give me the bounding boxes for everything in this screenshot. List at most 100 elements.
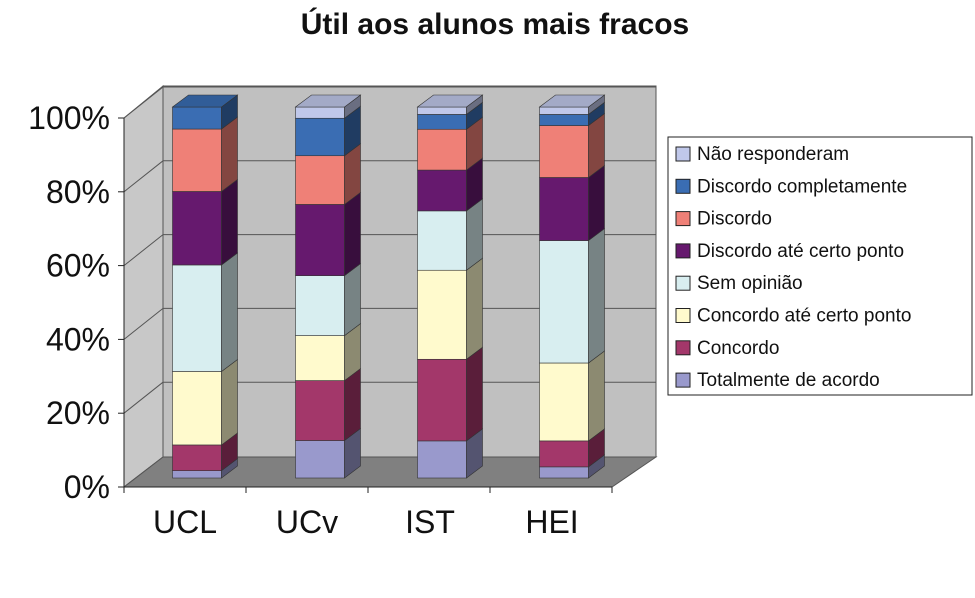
bar-segment	[539, 112, 605, 179]
bar-front	[172, 371, 222, 446]
x-tick-label: IST	[405, 504, 455, 540]
bar-segment	[539, 227, 605, 364]
bar-segment	[295, 427, 361, 479]
bar-segment	[417, 346, 483, 442]
bar-front	[539, 440, 589, 468]
y-tick-label: 20%	[46, 395, 110, 431]
bar-front	[172, 444, 222, 471]
bar-front	[295, 335, 345, 381]
bar-front	[172, 191, 222, 266]
bar-segment	[539, 350, 605, 442]
gridline-side	[123, 160, 164, 193]
legend-item: Discordo completamente	[675, 176, 907, 197]
bar-front	[539, 106, 589, 115]
bar-front	[539, 125, 589, 178]
bar-front	[295, 204, 345, 276]
bar-segment	[417, 157, 483, 212]
bar-side	[588, 164, 605, 242]
legend-label: Discordo completamente	[697, 176, 907, 197]
bar-top	[538, 94, 606, 108]
bar-front	[295, 155, 345, 205]
legend-label: Não responderam	[697, 144, 849, 165]
bar-front	[539, 240, 589, 364]
bar-side	[221, 252, 238, 373]
y-tick-label: 80%	[46, 174, 110, 210]
x-tick-label: UCv	[276, 504, 338, 540]
legend-swatch	[675, 340, 691, 356]
bar-side	[466, 346, 483, 442]
gridline-side	[123, 381, 164, 414]
legend-label: Concordo	[697, 338, 779, 359]
bar-segment	[295, 143, 361, 206]
bar-segment	[417, 257, 483, 360]
bar-front	[417, 128, 467, 171]
bar-front	[172, 106, 222, 130]
x-tick-label: UCL	[153, 504, 217, 540]
gridline-side	[123, 86, 164, 119]
bar-front	[417, 358, 467, 442]
bar-side	[221, 358, 238, 446]
y-tick-label: 60%	[46, 248, 110, 284]
legend-swatch	[675, 211, 691, 227]
bar-front	[539, 466, 589, 479]
legend-item: Concordo	[675, 338, 779, 359]
bar-side	[221, 116, 238, 193]
legend: Não responderam Discordo completamente Dis…	[675, 144, 911, 391]
bar-side	[466, 198, 483, 271]
bar-segment	[417, 116, 483, 171]
x-tick-label: HEI	[525, 504, 578, 540]
bar-segment	[172, 358, 238, 446]
legend-label: Totalmente de acordo	[697, 370, 880, 391]
bar-segment	[171, 94, 239, 130]
legend-item: Concordo até certo ponto	[675, 306, 911, 327]
legend-swatch	[675, 372, 691, 388]
bar-front	[417, 210, 467, 271]
bar-front	[417, 440, 467, 479]
bar-side	[344, 263, 361, 337]
legend-swatch	[675, 146, 691, 162]
gridline-side	[123, 308, 164, 340]
x-axis: UCL UCv IST HEI	[123, 486, 613, 540]
legend-label: Discordo	[697, 209, 772, 230]
bar-segment	[539, 428, 605, 468]
bar-side	[466, 257, 483, 360]
legend-swatch	[675, 243, 691, 259]
bar-segment	[295, 263, 361, 337]
bar-front	[539, 114, 589, 126]
legend-label: Concordo até certo ponto	[697, 306, 911, 327]
bar-side	[588, 227, 605, 364]
legend-item: Discordo até certo ponto	[675, 241, 904, 262]
legend-item: Sem opinião	[675, 273, 803, 294]
legend-item: Totalmente de acordo	[675, 370, 880, 391]
y-axis: 0% 20% 40% 60% 80% 100%	[28, 100, 125, 505]
bar-segment	[538, 94, 606, 116]
bar-top	[171, 94, 239, 108]
bar-segment	[294, 94, 362, 119]
bar-side	[221, 178, 238, 266]
bar-front	[417, 114, 467, 130]
legend-swatch	[675, 308, 691, 323]
bar-segment	[295, 105, 361, 157]
bar-front	[417, 269, 467, 360]
bar-front	[172, 264, 222, 372]
plot-side-wall	[123, 84, 164, 489]
bar-front	[417, 169, 467, 212]
y-tick-label: 40%	[46, 321, 110, 357]
bar-front	[295, 380, 345, 441]
bar-segment	[416, 94, 484, 116]
gridline-side	[123, 234, 164, 266]
bar-segment	[295, 322, 361, 382]
bars	[171, 94, 606, 479]
legend-item: Não responderam	[675, 144, 849, 165]
bar-top	[294, 94, 362, 108]
bar-side	[344, 367, 361, 442]
bar-front	[295, 106, 345, 119]
bar-top	[416, 94, 484, 108]
bar-front	[172, 470, 222, 479]
legend-swatch	[675, 178, 691, 194]
bar-segment	[539, 164, 605, 242]
bar-segment	[172, 178, 238, 266]
legend-box	[667, 136, 973, 396]
bar-front	[417, 106, 467, 115]
